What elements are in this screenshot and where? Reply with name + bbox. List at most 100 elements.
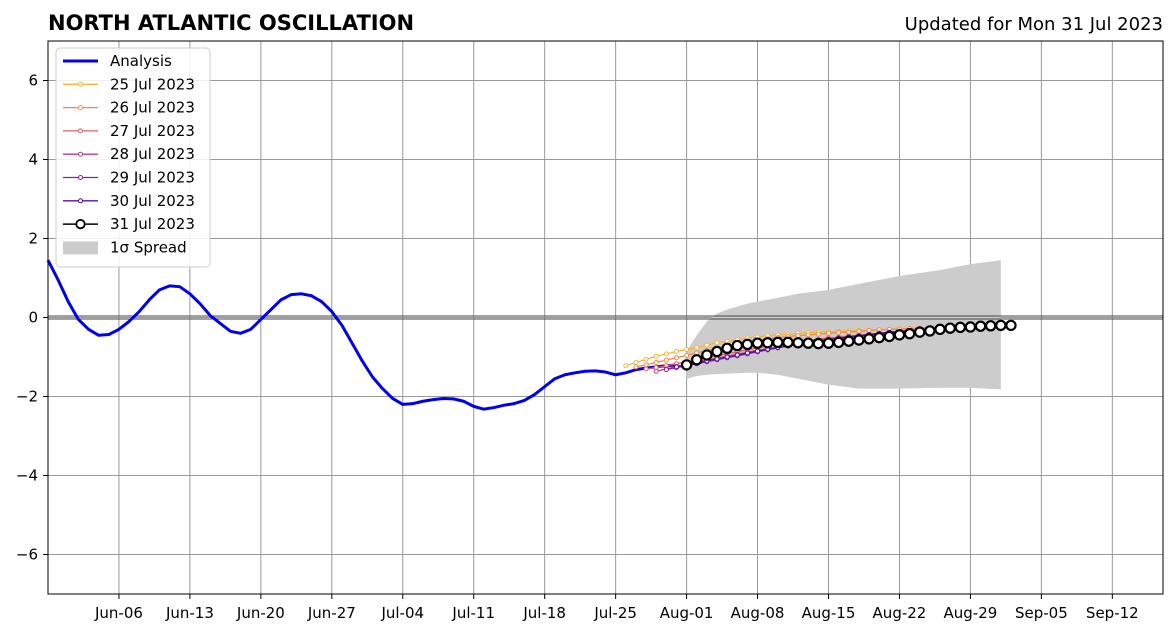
legend-label: 1σ Spread [110,238,187,256]
forecast-point [826,330,831,336]
forecast-point [751,337,764,349]
forecast-point [944,322,956,334]
forecast-point [724,354,730,360]
forecast-point [731,339,743,352]
forecast-point [822,337,835,349]
legend-marker [75,219,86,230]
legend: Analysis 25 Jul 2023 26 Jul 2023 27 Jul 202… [55,47,211,268]
forecast-point [684,352,690,358]
forecast-point [673,348,679,354]
y-tick-label: 0 [28,309,38,327]
legend-item: 30 Jul 2023 [63,192,195,210]
x-tick-label: Aug-22 [873,604,927,622]
x-tick-label: Aug-08 [731,604,785,622]
forecast-point [663,351,669,357]
y-tick-label: 2 [28,230,38,248]
x-tick-label: Sep-05 [1015,604,1068,622]
analysis-series [46,259,677,411]
zero-line [48,315,1163,320]
y-tick-label: −2 [16,388,38,406]
forecast-point [846,329,852,335]
forecast-point [711,345,723,358]
forecast-point [755,348,761,354]
legend-item: 26 Jul 2023 [63,99,195,117]
forecast-point [984,320,997,332]
forecast-point [964,321,977,333]
x-tick-label: Sep-12 [1086,604,1139,622]
legend-label: 28 Jul 2023 [110,145,195,163]
forecast-point [734,352,740,358]
forecast-point [856,328,862,334]
forecast-point [805,332,811,338]
forecast-point [633,360,639,366]
legend-item: Analysis [63,52,172,70]
legend-label: 29 Jul 2023 [110,169,195,187]
forecast-point [721,342,733,355]
forecast-point [724,338,730,344]
forecast-point [643,356,649,362]
forecast-point [701,349,713,361]
y-tick-label: −4 [16,467,38,485]
x-tick-label: Jul-25 [593,604,637,622]
spread-area [686,260,1001,390]
axes: Jun-06 Jun-13 Jun-20 Jun-27 Jul-04 Jul-11 Jul-… [16,40,1164,622]
forecast-point [792,337,804,349]
forecast-point [653,353,659,359]
forecast-point [663,357,669,363]
x-tick-label: Jun-27 [307,604,356,622]
forecast-point [741,338,754,351]
forecast-point [653,360,659,366]
forecast-point [853,334,865,346]
forecast-point [714,340,720,346]
forecast-point [815,331,821,337]
forecast-point [633,364,639,370]
forecast-point [914,326,926,338]
legend-item: 25 Jul 2023 [63,75,195,93]
legend-item: 28 Jul 2023 [63,145,195,163]
forecast-point [843,335,855,347]
forecast-point [623,363,629,369]
x-tick-label: Aug-15 [802,604,856,622]
legend-marker [78,175,83,180]
legend-marker [78,128,83,134]
forecast-point [772,336,784,349]
forecast-point [694,345,700,351]
forecast-point [934,323,946,336]
forecast-point [924,325,936,337]
y-tick-label: 6 [28,72,38,90]
forecast-point [673,355,679,361]
forecast-point [673,364,679,370]
x-tick-label: Jun-20 [236,604,285,622]
forecast-point [643,366,649,372]
forecast-point [782,336,794,349]
forecast-point [643,362,649,368]
legend-label: 25 Jul 2023 [110,75,195,93]
forecast-point [684,346,690,352]
y-tick-label: −6 [16,546,38,564]
forecast-point [836,330,842,336]
x-tick-label: Aug-01 [660,604,714,622]
legend-label: 26 Jul 2023 [110,99,195,117]
forecast-point [1005,319,1017,332]
y-tick-label: 4 [28,151,38,169]
forecast-point [995,319,1007,332]
forecast-point [795,333,801,339]
forecast-point [761,337,774,349]
legend-item: 29 Jul 2023 [63,169,195,187]
forecast-point [832,336,845,349]
legend-marker [78,105,83,111]
forecast-point [954,321,966,334]
legend-box [55,47,211,268]
x-tick-label: Jun-06 [94,604,143,622]
forecast-point [680,359,693,371]
forecast-point [744,350,750,356]
legend-item: 1σ Spread [63,238,187,256]
x-tick-label: Aug-29 [944,604,998,622]
plot-frame [47,40,1164,595]
analysis-line [46,259,677,411]
forecast-point [812,337,825,350]
forecast-series [623,319,1017,374]
legend-label: 27 Jul 2023 [110,122,195,140]
legend-marker [78,151,83,157]
